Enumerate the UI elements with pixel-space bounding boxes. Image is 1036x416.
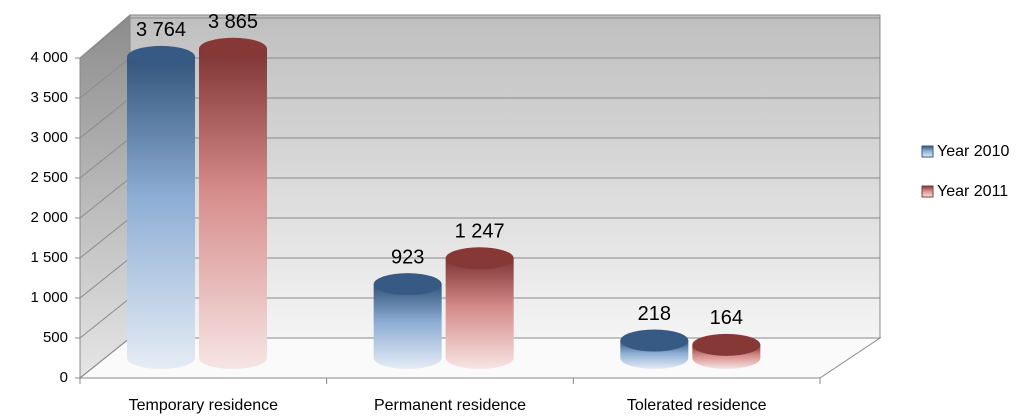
side-wall bbox=[79, 13, 131, 380]
y-tick-label: 2 500 bbox=[30, 169, 68, 186]
value-label: 3 865 bbox=[208, 11, 258, 33]
value-label: 923 bbox=[391, 246, 424, 268]
value-label: 218 bbox=[638, 303, 671, 325]
y-tick-label: 4 000 bbox=[30, 49, 68, 66]
bar-top bbox=[692, 333, 761, 356]
legend-swatch bbox=[921, 145, 934, 158]
bar bbox=[127, 56, 195, 369]
bar-top bbox=[445, 247, 514, 270]
y-tick-label: 3 000 bbox=[30, 129, 68, 146]
x-tick-label: Permanent residence bbox=[374, 397, 526, 414]
y-tick-label: 1 000 bbox=[30, 289, 68, 306]
y-tick-label: 3 500 bbox=[30, 89, 68, 106]
value-label: 164 bbox=[710, 307, 743, 329]
x-tick-label: Tolerated residence bbox=[627, 397, 767, 414]
y-tick-label: 1 500 bbox=[30, 249, 68, 266]
value-label: 1 247 bbox=[455, 221, 505, 243]
y-tick-label: 500 bbox=[43, 329, 68, 346]
bar bbox=[373, 284, 442, 369]
y-tick-label: 2 000 bbox=[30, 209, 68, 226]
x-tick-label: Temporary residence bbox=[129, 397, 279, 414]
legend-label: Year 2010 bbox=[937, 143, 1009, 160]
bar bbox=[199, 48, 267, 370]
bar-top bbox=[620, 329, 689, 352]
legend-label: Year 2011 bbox=[937, 183, 1008, 200]
grid-line bbox=[79, 17, 880, 59]
legend-swatch bbox=[921, 185, 934, 198]
y-tick-label: 0 bbox=[60, 369, 68, 386]
bar-top bbox=[199, 37, 267, 60]
bar-top bbox=[127, 45, 195, 68]
bar bbox=[445, 258, 514, 369]
value-label: 3 764 bbox=[136, 19, 186, 41]
bar-top bbox=[373, 273, 442, 296]
